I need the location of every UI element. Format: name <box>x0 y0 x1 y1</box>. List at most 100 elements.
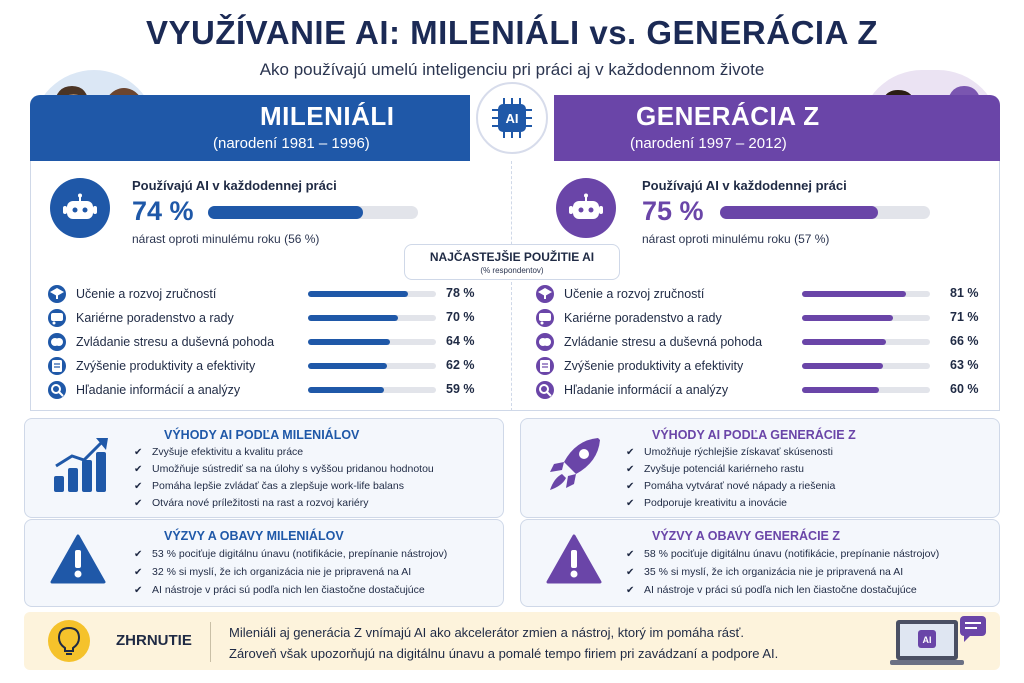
check-icon: ✔ <box>134 463 143 475</box>
genz-stat-label: Používajú AI v každodennej práci <box>642 178 847 193</box>
warning-icon <box>546 534 602 589</box>
benefit-item: ✔ Otvára nové príležitosti na rast a rozv… <box>134 497 369 509</box>
challenge-text: 58 % pociťuje digitálnu únavu (notifikác… <box>644 548 940 560</box>
usage-bar <box>308 315 436 321</box>
brain-icon <box>536 333 554 351</box>
millennials-challenges-title: VÝZVY A OBAVY MILENIÁLOV <box>164 529 344 543</box>
millennials-stat-bar-fill <box>208 206 363 219</box>
usage-bar-fill <box>308 387 384 393</box>
genz-banner: GENERÁCIA Z (narodení 1997 – 2012) <box>554 95 1000 161</box>
growth-chart-icon <box>52 436 110 499</box>
benefit-text: Zvyšuje efektivitu a kvalitu práce <box>152 446 304 458</box>
challenge-item: ✔ 32 % si myslí, že ich organizácia nie j… <box>134 566 411 578</box>
usage-row: Hľadanie informácií a analýzy <box>48 380 240 400</box>
career-advice-icon <box>48 309 66 327</box>
lightbulb-icon <box>48 620 90 662</box>
laptop-ai-label: AI <box>923 635 932 645</box>
search-icon <box>536 381 554 399</box>
summary-line-2: Zároveň však upozorňujú na digitálnu úna… <box>229 646 779 661</box>
benefit-text: Pomáha lepšie zvládať čas a zlepšuje wor… <box>152 480 404 492</box>
genz-years: (narodení 1997 – 2012) <box>630 135 787 152</box>
usage-row: Zvládanie stresu a duševná pohoda <box>48 332 274 352</box>
millennials-years: (narodení 1981 – 1996) <box>213 135 370 152</box>
usage-percent: 78 % <box>446 286 475 300</box>
usage-bar <box>308 363 436 369</box>
check-icon: ✔ <box>626 463 635 475</box>
check-icon: ✔ <box>626 446 635 458</box>
usage-bar <box>308 387 436 393</box>
usage-bar-fill <box>308 339 390 345</box>
checklist-icon <box>48 357 66 375</box>
millennials-heading: MILENIÁLI <box>260 101 395 131</box>
usage-bar <box>802 339 930 345</box>
usage-bar-fill <box>802 315 893 321</box>
usage-row: Zvýšenie produktivity a efektivity <box>536 356 743 376</box>
challenge-text: 35 % si myslí, že ich organizácia nie je… <box>644 566 904 578</box>
challenge-item: ✔ AI nástroje v práci sú podľa nich len č… <box>134 584 425 596</box>
robot-icon <box>50 178 110 238</box>
usage-percent: 81 % <box>950 286 979 300</box>
millennials-benefits-title: VÝHODY AI PODĽA MILENIÁLOV <box>164 428 360 442</box>
usage-label: Učenie a rozvoj zručností <box>76 287 217 301</box>
challenge-item: ✔ 53 % pociťuje digitálnu únavu (notifiká… <box>134 548 447 560</box>
usage-bar-fill <box>802 363 883 369</box>
check-icon: ✔ <box>626 497 635 509</box>
usage-bar <box>802 387 930 393</box>
benefit-item: ✔ Umožňuje rýchlejšie získavať skúsenosti <box>626 446 833 458</box>
check-icon: ✔ <box>134 446 143 458</box>
brain-icon <box>48 333 66 351</box>
checklist-icon <box>536 357 554 375</box>
usage-label: Hľadanie informácií a analýzy <box>564 383 729 397</box>
challenge-item: ✔ 58 % pociťuje digitálnu únavu (notifiká… <box>626 548 939 560</box>
usage-bar-fill <box>802 339 886 345</box>
usage-row: Kariérne poradenstvo a rady <box>536 308 722 328</box>
usage-row: Zvládanie stresu a duševná pohoda <box>536 332 762 352</box>
benefit-text: Zvyšuje potenciál kariérneho rastu <box>644 463 804 475</box>
usage-bar-fill <box>308 363 387 369</box>
usage-label: Zvýšenie produktivity a efektivity <box>76 359 256 373</box>
ai-chip-icon: AI <box>476 82 548 154</box>
challenge-item: ✔ 35 % si myslí, že ich organizácia nie j… <box>626 566 903 578</box>
usage-label: Kariérne poradenstvo a rady <box>76 311 234 325</box>
usage-header: NAJČASTEJŠIE POUŽITIE AI (% respondentov… <box>404 244 620 280</box>
summary-divider <box>210 622 211 662</box>
usage-percent: 66 % <box>950 334 979 348</box>
search-icon <box>48 381 66 399</box>
challenge-text: AI nástroje v práci sú podľa nich len či… <box>644 584 917 596</box>
benefit-text: Pomáha vytvárať nové nápady a riešenia <box>644 480 836 492</box>
check-icon: ✔ <box>626 480 635 492</box>
genz-stat-bar-fill <box>720 206 878 219</box>
ai-chip-label: AI <box>506 111 519 126</box>
benefit-item: ✔ Pomáha lepšie zvládať čas a zlepšuje wo… <box>134 480 404 492</box>
millennials-stat-label: Používajú AI v každodennej práci <box>132 178 337 193</box>
millennials-stat-value: 74 % <box>132 196 194 226</box>
check-icon: ✔ <box>626 548 635 560</box>
usage-header-title: NAJČASTEJŠIE POUŽITIE AI <box>429 250 595 264</box>
usage-label: Hľadanie informácií a analýzy <box>76 383 241 397</box>
challenge-text: AI nástroje v práci sú podľa nich len či… <box>152 584 425 596</box>
usage-bar-fill <box>308 315 398 321</box>
usage-label: Učenie a rozvoj zručností <box>564 287 705 301</box>
check-icon: ✔ <box>626 566 635 578</box>
usage-row: Učenie a rozvoj zručností <box>536 284 704 304</box>
usage-bar <box>802 315 930 321</box>
summary-title: ZHRNUTIE <box>116 632 192 649</box>
graduation-cap-icon <box>536 285 554 303</box>
challenge-text: 32 % si myslí, že ich organizácia nie je… <box>152 566 412 578</box>
check-icon: ✔ <box>134 566 143 578</box>
genz-challenges-box <box>520 519 1000 607</box>
usage-percent: 71 % <box>950 310 979 324</box>
usage-percent: 63 % <box>950 358 979 372</box>
benefit-item: ✔ Zvyšuje potenciál kariérneho rastu <box>626 463 804 475</box>
benefit-item: ✔ Podporuje kreativitu a inovácie <box>626 497 787 509</box>
check-icon: ✔ <box>626 584 635 596</box>
usage-bar-fill <box>802 291 906 297</box>
summary-banner <box>24 612 1000 670</box>
usage-bar <box>802 363 930 369</box>
check-icon: ✔ <box>134 548 143 560</box>
usage-bar <box>308 339 436 345</box>
page-title: VYUŽÍVANIE AI: MILENIÁLI vs. GENERÁCIA Z <box>146 14 878 51</box>
check-icon: ✔ <box>134 497 143 509</box>
usage-row: Kariérne poradenstvo a rady <box>48 308 234 328</box>
usage-label: Zvládanie stresu a duševná pohoda <box>76 335 275 349</box>
